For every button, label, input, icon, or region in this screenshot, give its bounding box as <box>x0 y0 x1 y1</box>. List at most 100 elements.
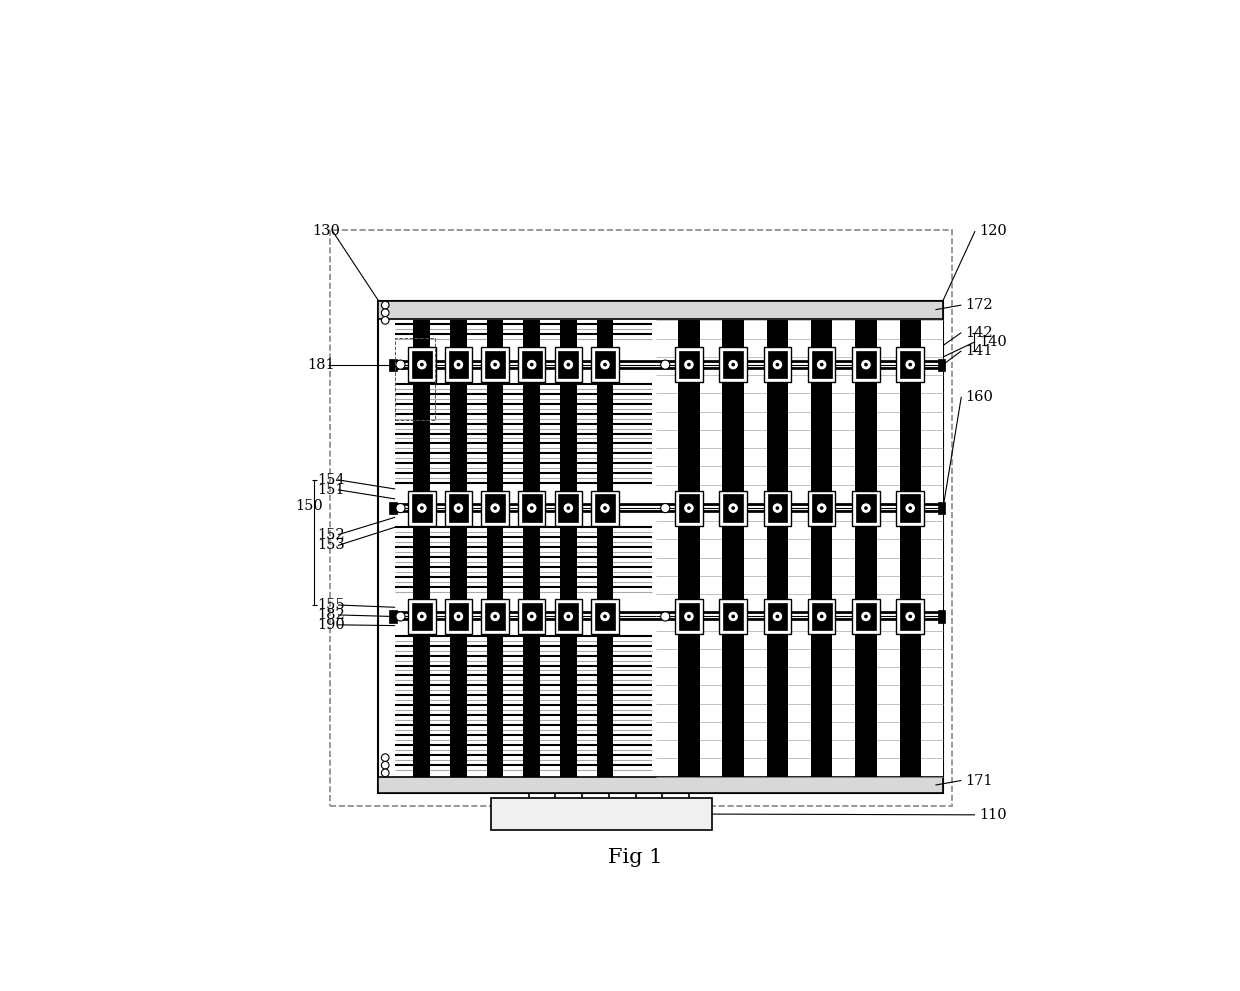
Circle shape <box>420 614 424 618</box>
Circle shape <box>453 360 464 370</box>
Bar <box>812 495 832 522</box>
Circle shape <box>494 614 497 618</box>
Bar <box>522 495 542 522</box>
Circle shape <box>567 506 570 510</box>
Bar <box>449 603 469 630</box>
Bar <box>811 320 832 777</box>
Bar <box>389 502 397 514</box>
Circle shape <box>382 754 389 761</box>
Circle shape <box>456 506 460 510</box>
Bar <box>378 300 942 793</box>
Bar <box>485 603 505 630</box>
Bar <box>656 320 942 777</box>
Circle shape <box>773 502 782 513</box>
Bar <box>678 320 699 777</box>
Circle shape <box>382 761 389 769</box>
Circle shape <box>864 614 868 618</box>
Bar <box>445 599 472 634</box>
Bar <box>445 347 472 383</box>
Bar <box>389 610 397 622</box>
Circle shape <box>600 611 610 621</box>
Circle shape <box>732 363 735 367</box>
Bar <box>523 320 541 777</box>
Bar <box>764 491 791 525</box>
Bar <box>856 495 875 522</box>
Text: 120: 120 <box>978 224 1007 238</box>
Circle shape <box>603 506 606 510</box>
Bar <box>723 320 744 777</box>
Circle shape <box>490 611 501 621</box>
Text: 141: 141 <box>965 344 993 358</box>
Circle shape <box>728 502 739 513</box>
Text: 151: 151 <box>317 483 345 496</box>
Bar <box>856 351 875 379</box>
Bar <box>723 495 743 522</box>
Bar <box>596 320 614 777</box>
Circle shape <box>820 614 823 618</box>
Circle shape <box>775 614 779 618</box>
Bar <box>518 347 546 383</box>
Bar <box>523 320 541 777</box>
Circle shape <box>527 502 537 513</box>
Bar <box>680 495 699 522</box>
Circle shape <box>494 363 497 367</box>
Text: 142: 142 <box>965 326 993 340</box>
Bar <box>378 778 942 793</box>
Text: 152: 152 <box>317 528 345 542</box>
Bar <box>591 347 619 383</box>
Text: 181: 181 <box>308 358 335 372</box>
Circle shape <box>861 611 872 621</box>
Bar <box>719 347 746 383</box>
Circle shape <box>816 611 827 621</box>
Bar <box>675 491 703 525</box>
Bar <box>450 320 467 777</box>
Text: 155: 155 <box>317 598 345 612</box>
Circle shape <box>909 614 913 618</box>
Bar <box>412 495 432 522</box>
Circle shape <box>420 363 424 367</box>
Bar <box>852 491 879 525</box>
Bar <box>812 351 832 379</box>
Bar <box>768 351 787 379</box>
Bar <box>808 347 836 383</box>
Circle shape <box>456 614 460 618</box>
Bar <box>719 599 746 634</box>
Circle shape <box>603 363 606 367</box>
Circle shape <box>382 301 389 309</box>
Bar <box>491 798 712 830</box>
Circle shape <box>453 502 464 513</box>
Bar <box>766 320 789 777</box>
Circle shape <box>864 363 868 367</box>
Bar <box>723 351 743 379</box>
Bar <box>937 359 945 371</box>
Bar <box>591 491 619 525</box>
Circle shape <box>909 363 913 367</box>
Bar <box>413 320 430 777</box>
Bar <box>330 230 952 806</box>
Text: 150: 150 <box>295 498 322 512</box>
Bar <box>408 491 435 525</box>
Text: Fig 1: Fig 1 <box>609 848 662 867</box>
Circle shape <box>563 360 574 370</box>
Text: 160: 160 <box>965 389 993 403</box>
Text: 190: 190 <box>317 617 345 632</box>
Circle shape <box>382 309 389 316</box>
Circle shape <box>861 360 872 370</box>
Bar <box>560 320 577 777</box>
Circle shape <box>417 360 428 370</box>
Bar <box>764 347 791 383</box>
Bar <box>900 603 920 630</box>
Circle shape <box>864 506 868 510</box>
Circle shape <box>529 614 533 618</box>
Bar <box>487 320 503 777</box>
Circle shape <box>527 611 537 621</box>
Bar <box>675 599 703 634</box>
Bar <box>768 603 787 630</box>
Circle shape <box>600 360 610 370</box>
Circle shape <box>909 506 913 510</box>
Bar <box>558 351 578 379</box>
Bar <box>449 495 469 522</box>
Text: 140: 140 <box>978 335 1007 349</box>
Bar <box>595 351 615 379</box>
Circle shape <box>732 614 735 618</box>
